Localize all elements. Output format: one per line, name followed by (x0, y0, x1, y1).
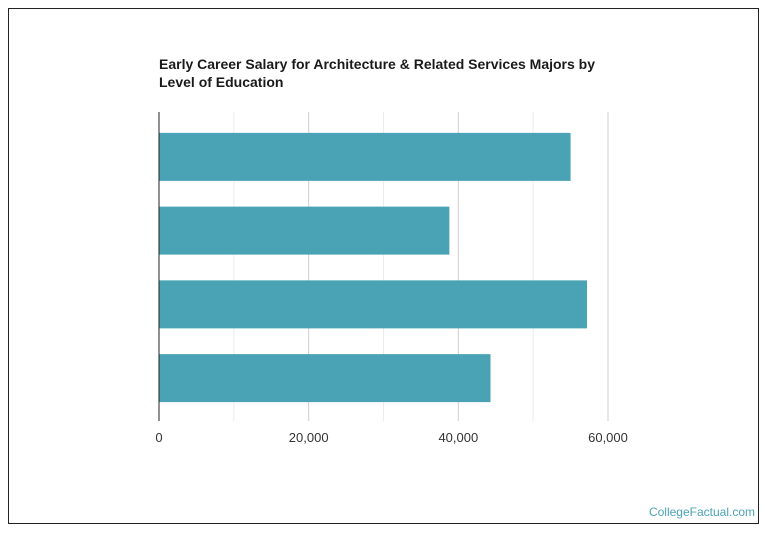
bar[interactable] (159, 206, 450, 255)
bar[interactable] (159, 280, 588, 329)
x-tick-label: 0 (155, 430, 162, 445)
x-tick-label: 60,000 (588, 430, 628, 445)
x-tick-label: 40,000 (438, 430, 478, 445)
collegefactual-watermark[interactable]: CollegeFactual.com (648, 505, 755, 519)
x-tick-labels: 0 20,000 40,000 60,000 (155, 430, 628, 445)
x-tick-label: 20,000 (289, 430, 329, 445)
bar[interactable] (159, 132, 571, 181)
chart-title: Early Career Salary for Architecture & R… (159, 56, 596, 90)
bar[interactable] (159, 354, 491, 403)
bars (159, 132, 588, 403)
